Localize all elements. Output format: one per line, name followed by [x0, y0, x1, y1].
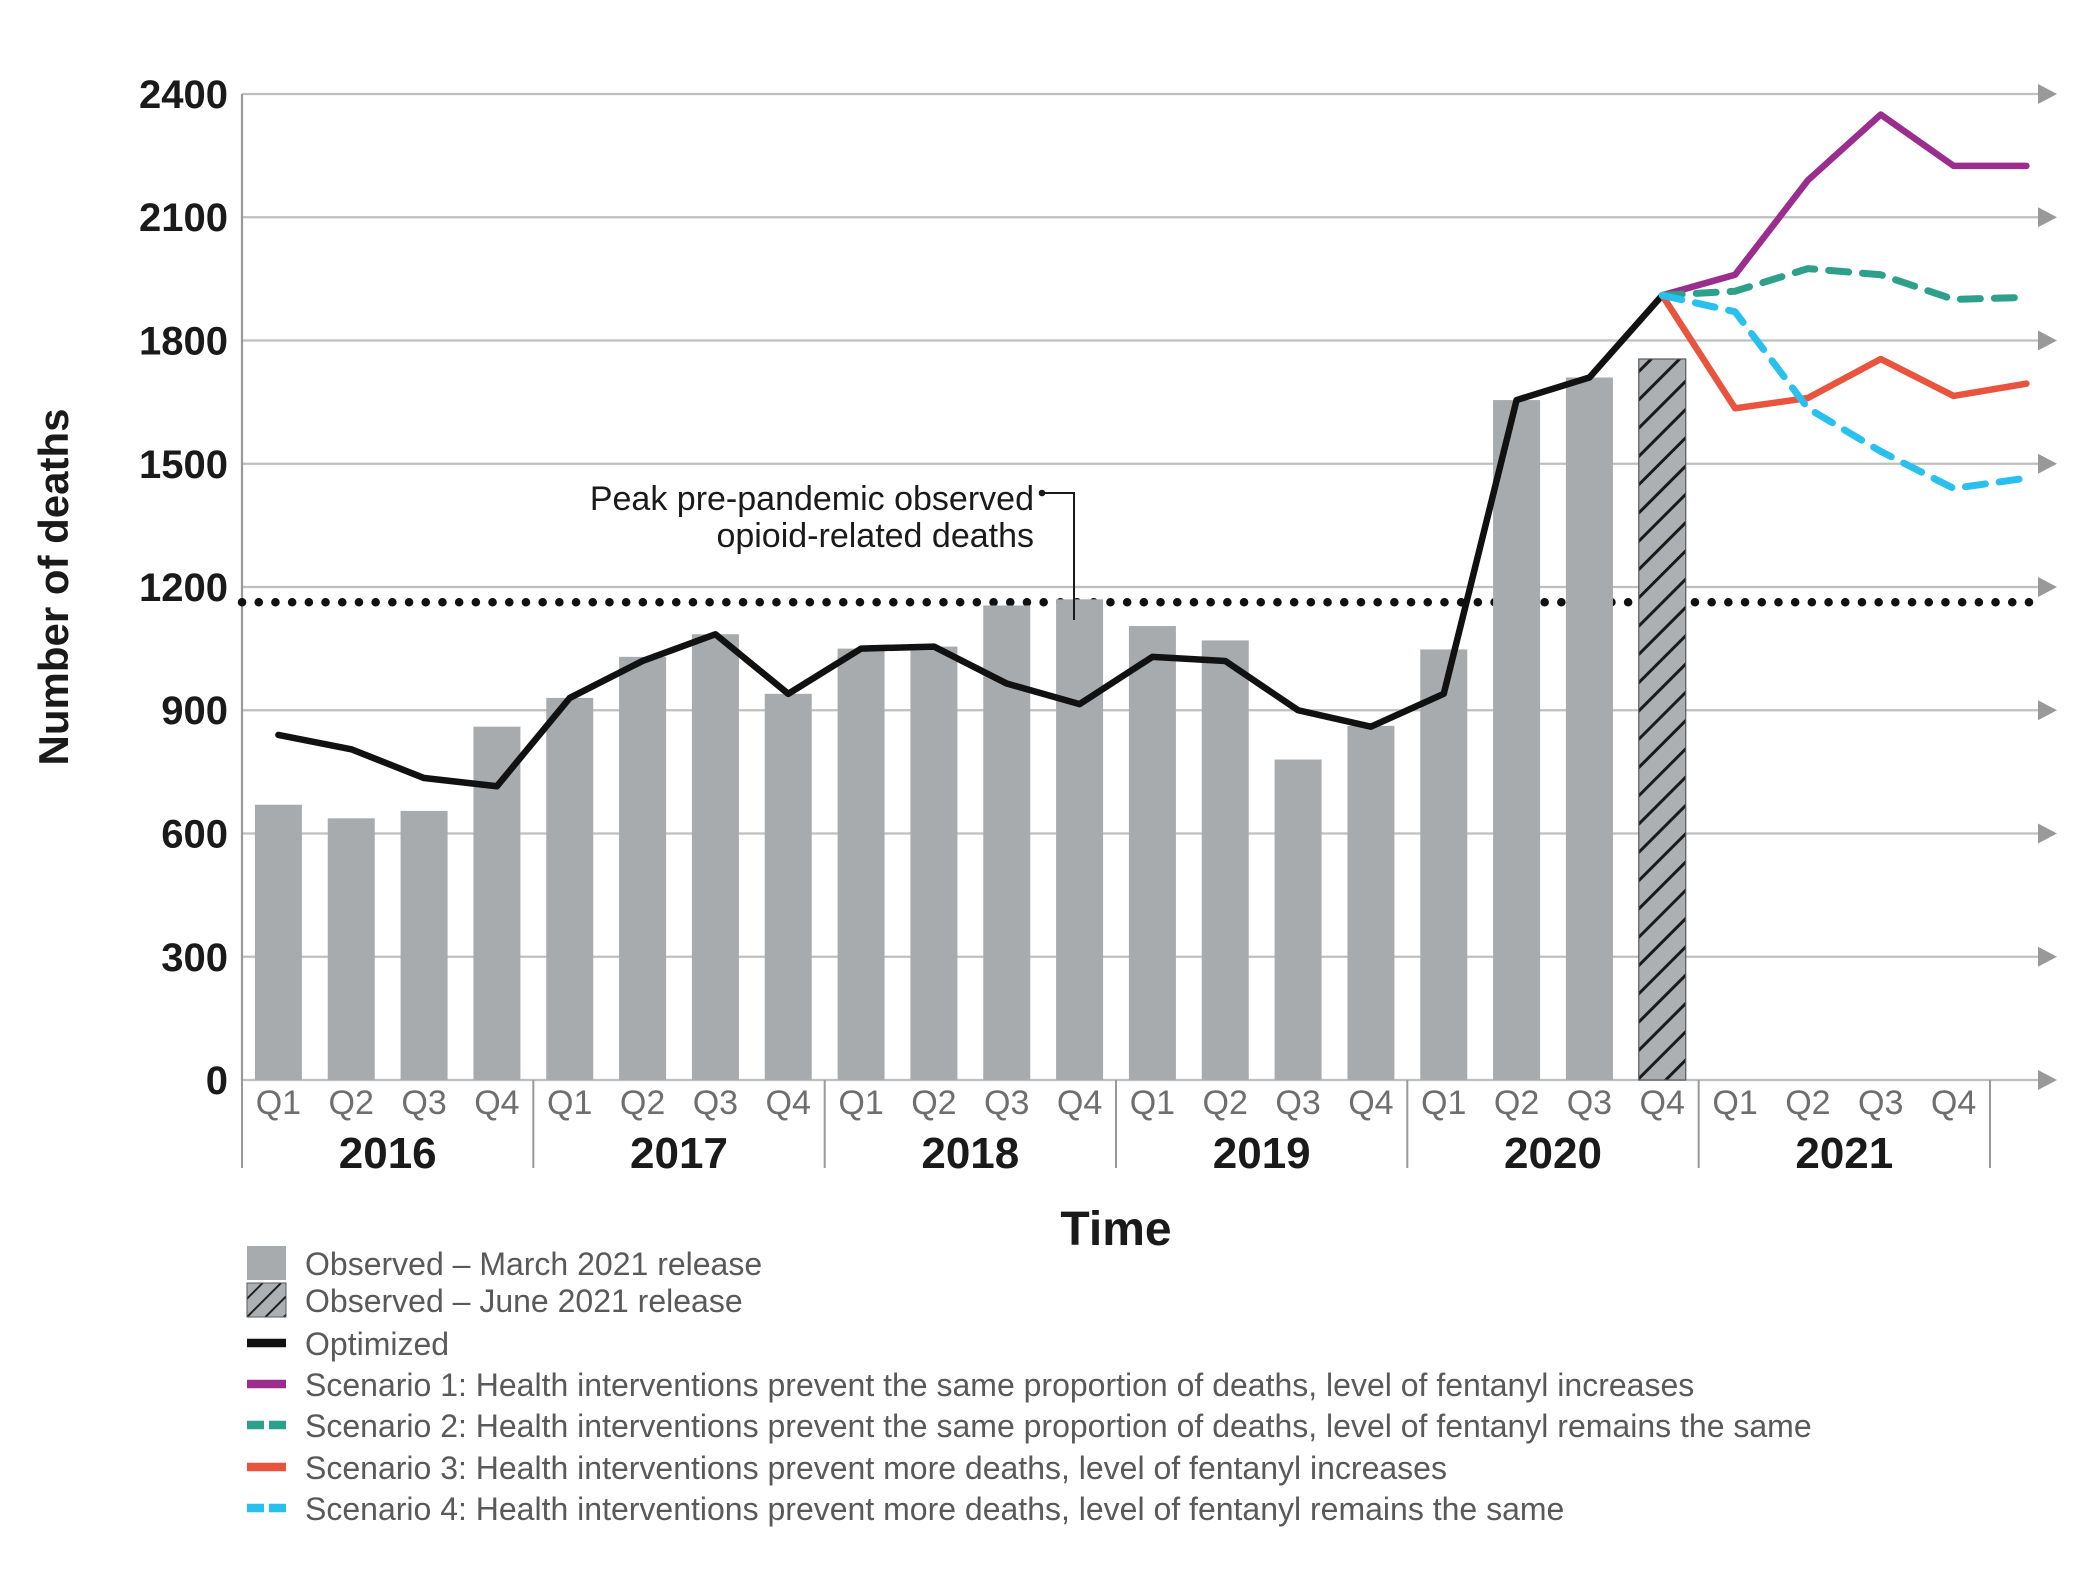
svg-text:Q2: Q2: [911, 1084, 956, 1122]
svg-text:Q1: Q1: [1712, 1084, 1757, 1122]
svg-text:0: 0: [206, 1059, 228, 1103]
svg-text:Scenario 1: Health interventio: Scenario 1: Health interventions prevent…: [305, 1367, 1694, 1403]
svg-text:Q3: Q3: [984, 1084, 1029, 1122]
svg-text:1200: 1200: [139, 566, 228, 610]
svg-text:Q3: Q3: [1858, 1084, 1903, 1122]
svg-text:Scenario 4: Health interventio: Scenario 4: Health interventions prevent…: [305, 1491, 1564, 1527]
svg-text:300: 300: [161, 936, 228, 980]
svg-text:Q4: Q4: [1931, 1084, 1976, 1122]
svg-text:2018: 2018: [921, 1129, 1019, 1178]
svg-text:Q4: Q4: [1057, 1084, 1102, 1122]
svg-text:900: 900: [161, 689, 228, 733]
svg-text:Q2: Q2: [1785, 1084, 1830, 1122]
svg-text:Q3: Q3: [1275, 1084, 1320, 1122]
svg-text:Q3: Q3: [693, 1084, 738, 1122]
svg-text:Q1: Q1: [547, 1084, 592, 1122]
svg-text:Q3: Q3: [1567, 1084, 1612, 1122]
svg-text:2016: 2016: [339, 1129, 437, 1178]
svg-text:2019: 2019: [1213, 1129, 1311, 1178]
svg-text:Optimized: Optimized: [305, 1326, 449, 1362]
svg-text:Time: Time: [1060, 1203, 1171, 1256]
svg-text:Q1: Q1: [1421, 1084, 1466, 1122]
svg-text:2017: 2017: [630, 1129, 728, 1178]
svg-text:2020: 2020: [1504, 1129, 1602, 1178]
svg-text:Q2: Q2: [620, 1084, 665, 1122]
svg-text:Observed – June 2021 release: Observed – June 2021 release: [305, 1283, 743, 1319]
svg-text:Scenario 2: Health interventio: Scenario 2: Health interventions prevent…: [305, 1408, 1812, 1444]
svg-text:Q2: Q2: [329, 1084, 374, 1122]
svg-text:Scenario 3: Health interventio: Scenario 3: Health interventions prevent…: [305, 1450, 1447, 1486]
svg-text:Q3: Q3: [401, 1084, 446, 1122]
svg-text:Observed – March 2021 release: Observed – March 2021 release: [305, 1246, 762, 1282]
svg-text:Q1: Q1: [1130, 1084, 1175, 1122]
svg-text:Q2: Q2: [1494, 1084, 1539, 1122]
svg-text:Q4: Q4: [1348, 1084, 1393, 1122]
svg-text:2021: 2021: [1795, 1129, 1893, 1178]
svg-text:Q4: Q4: [766, 1084, 811, 1122]
svg-text:Q4: Q4: [474, 1084, 519, 1122]
svg-text:opioid-related deaths: opioid-related deaths: [716, 517, 1034, 555]
svg-text:2400: 2400: [139, 73, 228, 117]
svg-text:Number of deaths: Number of deaths: [30, 408, 77, 765]
svg-text:Q1: Q1: [256, 1084, 301, 1122]
svg-text:Q4: Q4: [1640, 1084, 1685, 1122]
svg-text:Peak pre-pandemic observed: Peak pre-pandemic observed: [590, 480, 1034, 518]
svg-text:600: 600: [161, 813, 228, 857]
svg-text:Q1: Q1: [838, 1084, 883, 1122]
svg-text:Q2: Q2: [1203, 1084, 1248, 1122]
svg-text:1800: 1800: [139, 320, 228, 364]
svg-text:2100: 2100: [139, 196, 228, 240]
svg-text:1500: 1500: [139, 443, 228, 487]
